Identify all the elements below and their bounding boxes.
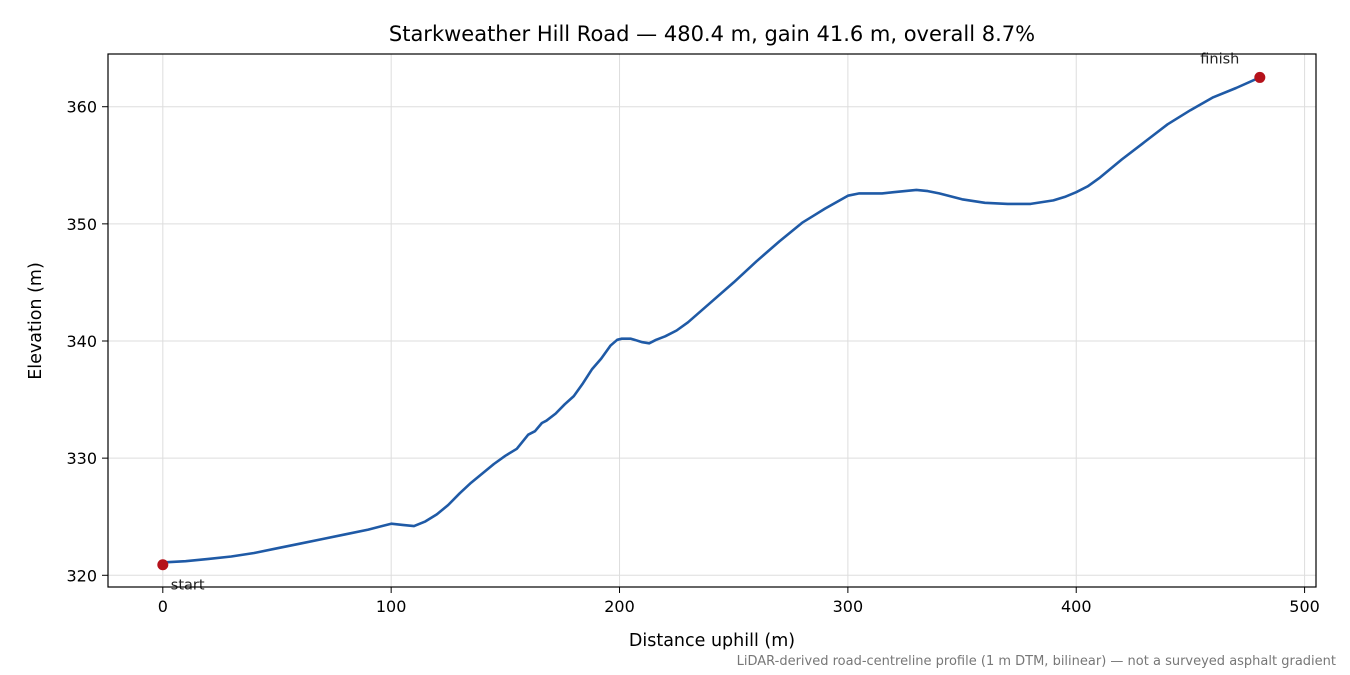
chart-title: Starkweather Hill Road — 480.4 m, gain 4…: [389, 22, 1035, 46]
y-tick-label: 330: [66, 449, 97, 468]
y-tick-label: 360: [66, 98, 97, 117]
x-tick-label: 0: [158, 597, 168, 616]
x-tick-label: 100: [376, 597, 407, 616]
y-tick-label: 340: [66, 332, 97, 351]
x-tick-label: 400: [1061, 597, 1092, 616]
x-tick-label: 200: [604, 597, 635, 616]
start-label: start: [171, 578, 205, 594]
y-axis-label: Elevation (m): [26, 262, 46, 380]
elevation-series-line: [162, 76, 1261, 564]
finish-marker: [1254, 71, 1266, 83]
gridlines: [108, 54, 1316, 587]
y-tick-label: 350: [66, 215, 97, 234]
endpoint-markers: start finish: [157, 51, 1266, 594]
y-tick-label: 320: [66, 566, 97, 585]
finish-label: finish: [1200, 51, 1239, 67]
x-tick-label: 500: [1289, 597, 1320, 616]
footnote: LiDAR-derived road-centreline profile (1…: [737, 654, 1336, 669]
start-marker: [157, 559, 169, 571]
x-tick-label: 300: [833, 597, 864, 616]
plot-frame: [107, 53, 1317, 588]
x-axis-label: Distance uphill (m): [629, 631, 795, 651]
axis-ticks: 0 100 200 300 400 500 320 330 340 350 360: [66, 98, 1319, 616]
